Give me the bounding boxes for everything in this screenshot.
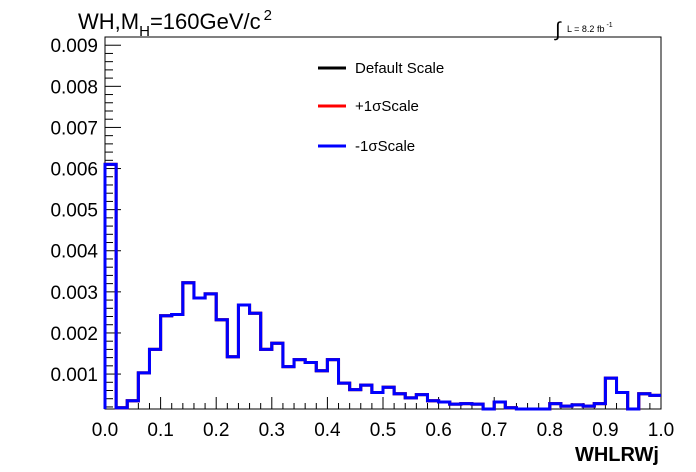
x-tick-label: 0.8 [537,420,563,441]
y-tick-label: 0.005 [50,201,98,222]
chart-title-rest: =160GeV/c [150,9,261,34]
x-axis: 0.0 0.1 0.2 0.3 0.4 0.5 0.6 0.7 0.8 0.9 1.0 [92,397,674,441]
x-tick-label: 0.2 [203,420,229,441]
series-plus-1sigma-scale [103,162,661,411]
legend-label-default: Default Scale [355,60,444,77]
luminosity-text: L = 8.2 fb [567,24,604,34]
x-axis-title: WHLRWj [575,444,659,466]
y-tick-label: 0.009 [50,36,98,57]
chart-title: WH,MH=160GeV/c 2 [78,7,272,40]
chart-title-superscript: 2 [264,7,272,24]
integral-symbol: ∫ [554,19,562,41]
x-tick-label: 0.5 [370,420,396,441]
y-tick-label: 0.001 [50,365,98,386]
y-tick-label: 0.007 [50,118,98,139]
plot-frame [104,36,662,410]
y-tick-label: 0.004 [50,242,98,263]
chart-title-main: WH,M [78,9,139,34]
x-tick-label: 0.7 [481,420,507,441]
y-tick-label: 0.002 [50,324,98,345]
x-tick-label: 0.6 [425,420,451,441]
luminosity-label: L = 8.2 fb -1 [567,22,613,34]
y-tick-label: 0.006 [50,160,98,181]
x-tick-label: 0.9 [592,420,618,441]
x-tick-label: 1.0 [648,420,674,441]
x-tick-label: 0.1 [147,420,173,441]
series-default-scale [103,162,661,411]
y-tick-label: 0.008 [50,77,98,98]
x-tick-label: 0.3 [259,420,285,441]
y-tick-label: 0.003 [50,283,98,304]
series-minus-1sigma-scale [103,162,661,411]
legend-label-plus-1sigma: +1σScale [355,98,419,115]
x-tick-label: 0.4 [314,420,341,441]
y-axis: 0.001 0.002 0.003 0.004 0.005 0.006 0.007 0.008… [50,36,121,408]
series-layer [103,162,661,411]
legend-label-minus-1sigma: -1σScale [355,138,415,155]
x-tick-label: 0.0 [92,420,118,441]
luminosity-superscript: -1 [606,22,612,29]
chart-title-subscript: H [139,23,150,40]
legend: Default Scale +1σScale -1σScale [318,60,444,155]
